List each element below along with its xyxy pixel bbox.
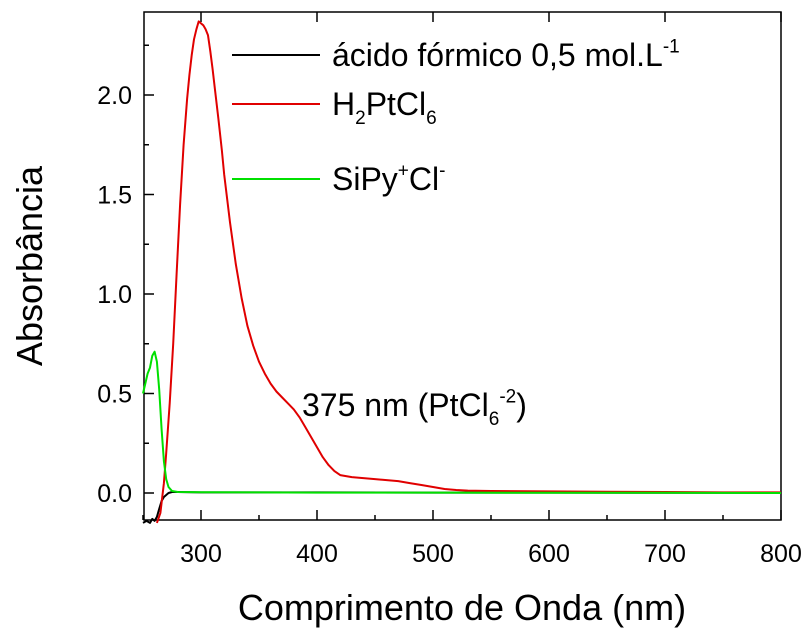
legend-label-part: 6 — [426, 108, 437, 129]
x-tick-label: 600 — [528, 540, 570, 568]
legend-label-part: ácido fórmico 0,5 mol.L — [332, 37, 663, 73]
annotation-label-part: 375 nm (PtCl — [302, 387, 489, 423]
y-tick-label: 1.5 — [97, 182, 132, 210]
x-axis-label: Comprimento de Onda (nm) — [238, 587, 686, 628]
series-line-0 — [142, 491, 781, 524]
annotation-label: 375 nm (PtCl6-2) — [302, 387, 527, 430]
legend-label-part: -1 — [663, 37, 680, 58]
legend-label-part: Cl — [409, 161, 439, 197]
legend: ácido fórmico 0,5 mol.L-1 H2PtCl6 SiPy+Cl- — [232, 37, 680, 197]
legend-label-part: H — [332, 86, 355, 122]
legend-label-part: PtCl — [366, 86, 426, 122]
legend-label-part: SiPy — [332, 161, 398, 197]
ticks: 300 400 500 600 700 800 0.0 0.5 1.0 1.5 2.0 — [97, 12, 802, 568]
series-line-2 — [142, 350, 782, 494]
x-tick-label: 800 — [760, 540, 802, 568]
legend-label: H2PtCl6 — [332, 86, 437, 129]
series — [142, 20, 782, 524]
x-tick-label: 700 — [644, 540, 686, 568]
annotation-label-part: ) — [516, 387, 527, 423]
y-tick-label: 2.0 — [97, 82, 132, 110]
legend-label: ácido fórmico 0,5 mol.L-1 — [332, 37, 680, 73]
legend-label-part: + — [398, 161, 409, 182]
x-tick-label: 500 — [412, 540, 454, 568]
annotation-label-part: 6 — [489, 409, 500, 430]
y-tick-label: 1.0 — [97, 281, 132, 309]
legend-label: SiPy+Cl- — [332, 161, 445, 197]
y-axis-label: Absorbância — [9, 165, 50, 366]
x-tick-label: 400 — [296, 540, 338, 568]
series-line-1 — [155, 20, 781, 524]
y-tick-label: 0.0 — [97, 480, 132, 508]
y-tick-label: 0.5 — [97, 381, 132, 409]
annotation-label-part: -2 — [499, 387, 516, 408]
legend-label-part: - — [439, 161, 445, 182]
plot-frame — [143, 11, 782, 521]
legend-label-part: 2 — [355, 108, 366, 129]
x-tick-label: 300 — [180, 540, 222, 568]
annotation: 375 nm (PtCl6-2) — [302, 387, 527, 430]
